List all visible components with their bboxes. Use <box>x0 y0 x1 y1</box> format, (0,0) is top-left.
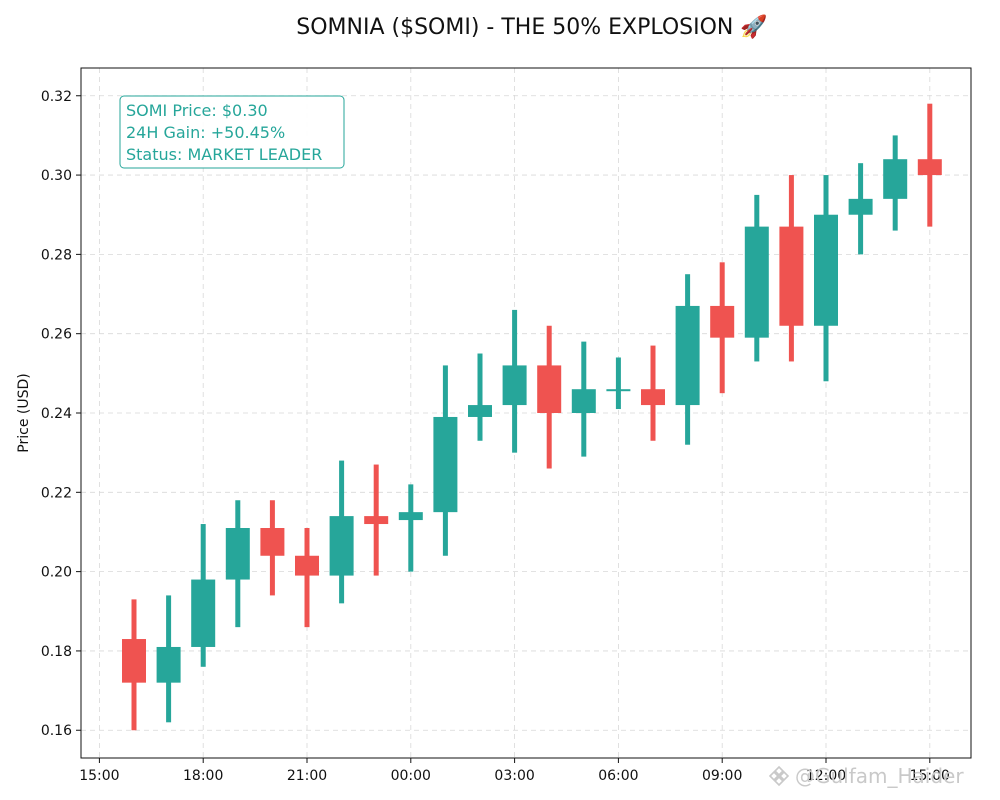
candle-up <box>606 357 631 410</box>
candle-body <box>779 226 804 326</box>
y-tick-label: 0.18 <box>41 644 72 660</box>
x-tick-label: 18:00 <box>183 768 223 784</box>
x-tick-label: 15:00 <box>910 768 950 784</box>
x-tick-label: 15:00 <box>79 768 119 784</box>
candle-body <box>329 516 354 576</box>
binance-logo-icon <box>768 765 790 787</box>
candle-body <box>606 389 631 392</box>
candle-body <box>814 214 838 326</box>
candle-down <box>295 528 319 628</box>
candle-body <box>433 416 458 513</box>
candle-wick <box>408 484 414 572</box>
watermark-text: @Gulfam_Haider <box>795 764 964 788</box>
y-tick-label: 0.30 <box>41 168 72 184</box>
watermark: @Gulfam_Haider <box>768 764 964 788</box>
y-axis: 0.16 0.18 0.20 0.22 0.24 0.26 0.28 0.30 0.32 <box>41 89 81 739</box>
candle-wick <box>615 357 621 410</box>
candle-wick <box>477 353 483 441</box>
y-tick-label: 0.16 <box>41 723 72 739</box>
chart-title: SOMNIA ($SOMI) - THE 50% EXPLOSION 🚀 <box>296 14 768 40</box>
candle-up <box>848 163 873 255</box>
x-tick-label: 09:00 <box>702 768 742 784</box>
candle-body <box>295 555 319 576</box>
x-tick-label: 12:00 <box>806 768 846 784</box>
y-tick-label: 0.28 <box>41 247 72 263</box>
candle-body <box>122 639 146 683</box>
candle-down <box>122 599 146 731</box>
info-gain: 24H Gain: +50.45% <box>126 123 285 142</box>
candle-down <box>779 175 804 362</box>
y-tick-label: 0.26 <box>41 327 72 343</box>
candle-up <box>814 175 838 382</box>
y-tick-label: 0.24 <box>41 406 72 422</box>
candle-body <box>260 528 285 556</box>
candle-up <box>329 460 354 604</box>
candle-down <box>917 103 942 227</box>
candle-up <box>433 365 458 556</box>
candle-body <box>917 159 942 176</box>
x-tick-label: 00:00 <box>391 768 431 784</box>
candle-body <box>364 516 389 525</box>
candle-body <box>710 305 735 338</box>
y-axis-label: Price (USD) <box>16 373 32 452</box>
x-tick-label: 03:00 <box>494 768 534 784</box>
candle-body <box>502 365 527 406</box>
candle-body <box>225 528 250 580</box>
candle-body <box>537 365 562 413</box>
candle-up <box>675 274 700 445</box>
candle-down <box>364 464 389 576</box>
candle-down <box>260 500 285 596</box>
candle-up <box>225 500 250 628</box>
candles <box>122 103 942 731</box>
candle-up <box>398 484 423 572</box>
x-tick-label: 06:00 <box>598 768 638 784</box>
candle-down <box>537 325 562 469</box>
x-tick-label: 21:00 <box>287 768 327 784</box>
candle-up <box>502 309 527 453</box>
candle-body <box>883 159 908 199</box>
candle-up <box>571 341 596 457</box>
candle-down <box>641 345 665 441</box>
candle-down <box>710 262 735 394</box>
candle-body <box>398 512 423 521</box>
grid-lines <box>81 68 971 758</box>
candle-up <box>744 194 769 362</box>
y-tick-label: 0.22 <box>41 485 72 501</box>
candle-up <box>156 595 181 723</box>
info-price: SOMI Price: $0.30 <box>126 101 268 120</box>
x-axis: 15:00 18:00 21:00 00:00 03:00 06:00 09:00 12:00… <box>79 758 950 784</box>
candle-body <box>191 579 216 647</box>
candle-up <box>883 135 908 231</box>
candle-body <box>641 389 665 406</box>
candle-body <box>744 226 769 338</box>
y-tick-label: 0.32 <box>41 89 72 105</box>
candle-body <box>156 646 181 683</box>
candle-up <box>468 353 492 441</box>
candle-body <box>468 405 492 417</box>
candle-body <box>675 305 700 406</box>
info-status: Status: MARKET LEADER <box>126 145 322 164</box>
candle-body <box>571 389 596 413</box>
candle-up <box>191 524 216 667</box>
candle-body <box>848 198 873 215</box>
info-box: SOMI Price: $0.30 24H Gain: +50.45% Stat… <box>119 95 345 169</box>
candle-wick <box>304 528 310 628</box>
y-tick-label: 0.20 <box>41 565 72 581</box>
